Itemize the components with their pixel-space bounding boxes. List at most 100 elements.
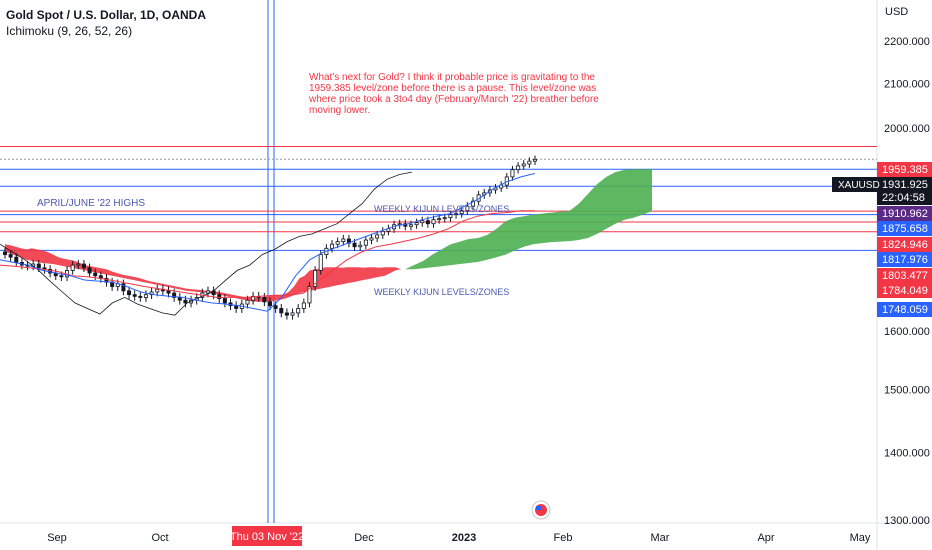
time-tick-label: Feb xyxy=(554,532,573,544)
candle-body xyxy=(465,205,470,212)
candle-body xyxy=(414,222,419,226)
price-label-bg xyxy=(877,221,932,236)
price-label-bg xyxy=(877,206,932,221)
price-tick-label: 2200.000 xyxy=(884,36,930,48)
time-tick-label: Mar xyxy=(651,532,670,544)
price-label-bg xyxy=(877,268,932,283)
candle-body xyxy=(296,308,301,314)
price-label-bg xyxy=(877,177,932,192)
candle-body xyxy=(375,234,380,239)
chikou-span xyxy=(0,171,413,316)
price-label-bg xyxy=(877,190,932,205)
candle-body xyxy=(454,213,459,216)
price-label-9: 1748.059 xyxy=(882,304,928,316)
price-tick-label: 1300.000 xyxy=(884,515,930,527)
candle-body xyxy=(408,224,413,227)
ichimoku-cloud-bearish xyxy=(5,244,401,302)
candle-body xyxy=(341,238,346,242)
candle-body xyxy=(307,286,312,304)
candle-body xyxy=(121,283,126,292)
crosshair-date-bg xyxy=(232,526,302,546)
candle-body xyxy=(138,295,143,298)
candle-body xyxy=(284,312,289,316)
candle-body xyxy=(205,290,210,294)
candle-body xyxy=(262,297,267,303)
candle-body xyxy=(245,299,250,305)
candle-body xyxy=(313,270,318,287)
price-tick-label: 1600.000 xyxy=(884,326,930,338)
kijun-label-2[interactable]: WEEKLY KIJUN LEVELS/ZONES xyxy=(374,287,510,297)
candle-body xyxy=(301,302,306,309)
candle-body xyxy=(290,312,295,316)
candle-body xyxy=(14,256,19,263)
candle-body xyxy=(234,305,239,309)
candle-body xyxy=(3,251,8,255)
candle-body xyxy=(81,263,86,269)
price-label-bg xyxy=(877,302,932,317)
ticker-badge-bg xyxy=(832,177,877,192)
price-label-4: 1875.658 xyxy=(882,223,928,235)
price-label-7: 1803.477 xyxy=(882,270,928,282)
price-label-1: 1931.925 xyxy=(882,179,928,191)
ichimoku-cloud-bullish xyxy=(405,169,652,270)
candle-body xyxy=(76,263,81,266)
candle-body xyxy=(335,241,340,245)
candle-body xyxy=(459,210,464,215)
kijun-label-1[interactable]: WEEKLY KIJUN LEVELS/ZONES xyxy=(374,204,510,214)
price-label-5: 1824.946 xyxy=(882,239,928,251)
candle-body xyxy=(330,243,335,249)
chart-legend: Gold Spot / U.S. Dollar, 1D, OANDA Ichim… xyxy=(6,8,206,39)
price-label-bg xyxy=(877,252,932,267)
us-flag-icon-canton xyxy=(536,506,541,510)
candle-body xyxy=(516,165,521,171)
kijun-sen xyxy=(0,210,535,298)
candle-body xyxy=(143,294,148,298)
candle-body xyxy=(127,290,132,296)
candle-body xyxy=(267,301,272,307)
time-tick-label: Oct xyxy=(151,532,168,544)
candle-body xyxy=(132,294,137,297)
time-tick-label: 2023 xyxy=(452,532,476,544)
candle-body xyxy=(363,239,368,246)
candle-body xyxy=(431,219,436,225)
candle-body xyxy=(251,295,256,301)
candle-body xyxy=(352,242,357,248)
price-tick-label: 1500.000 xyxy=(884,385,930,397)
candle-body xyxy=(358,244,363,248)
candle-body xyxy=(425,220,430,225)
price-label-6: 1817.976 xyxy=(882,254,928,266)
price-label-3: 1910.962 xyxy=(882,208,928,220)
candle-body xyxy=(442,217,447,220)
april-june-highs-label[interactable]: APRIL/JUNE '22 HIGHS xyxy=(37,198,146,209)
candle-body xyxy=(527,160,532,165)
price-label-bg xyxy=(877,162,932,177)
candle-body xyxy=(380,230,385,236)
price-label-8: 1784.049 xyxy=(882,285,928,297)
candle-body xyxy=(177,297,182,301)
price-label-bg xyxy=(877,283,932,298)
ticker-badge: XAUUSD xyxy=(838,180,880,191)
candle-body xyxy=(273,305,278,309)
price-tick-label: 1400.000 xyxy=(884,448,930,460)
candle-body xyxy=(166,290,171,294)
candle-body xyxy=(510,169,515,178)
candle-body xyxy=(93,272,98,277)
currency-label: USD xyxy=(885,6,909,18)
price-label-0: 1959.385 xyxy=(882,164,928,176)
time-tick-label: Dec xyxy=(354,532,374,544)
tenkan-sen xyxy=(0,173,536,312)
candle-body xyxy=(420,220,425,224)
symbol-title: Gold Spot / U.S. Dollar, 1D, OANDA xyxy=(6,8,207,22)
candle-body xyxy=(8,254,13,258)
candle-body xyxy=(318,254,323,271)
candle-body xyxy=(87,267,92,274)
crosshair-date-label: Thu 03 Nov '22 xyxy=(230,531,304,543)
candle-body xyxy=(279,308,284,314)
candle-body xyxy=(59,275,64,278)
candle-body xyxy=(155,288,160,293)
candle-body xyxy=(470,200,475,207)
time-tick-label: May xyxy=(850,532,871,544)
annotation-note[interactable]: What's next for Gold? I think it probabl… xyxy=(309,72,599,116)
candle-body xyxy=(533,158,538,162)
